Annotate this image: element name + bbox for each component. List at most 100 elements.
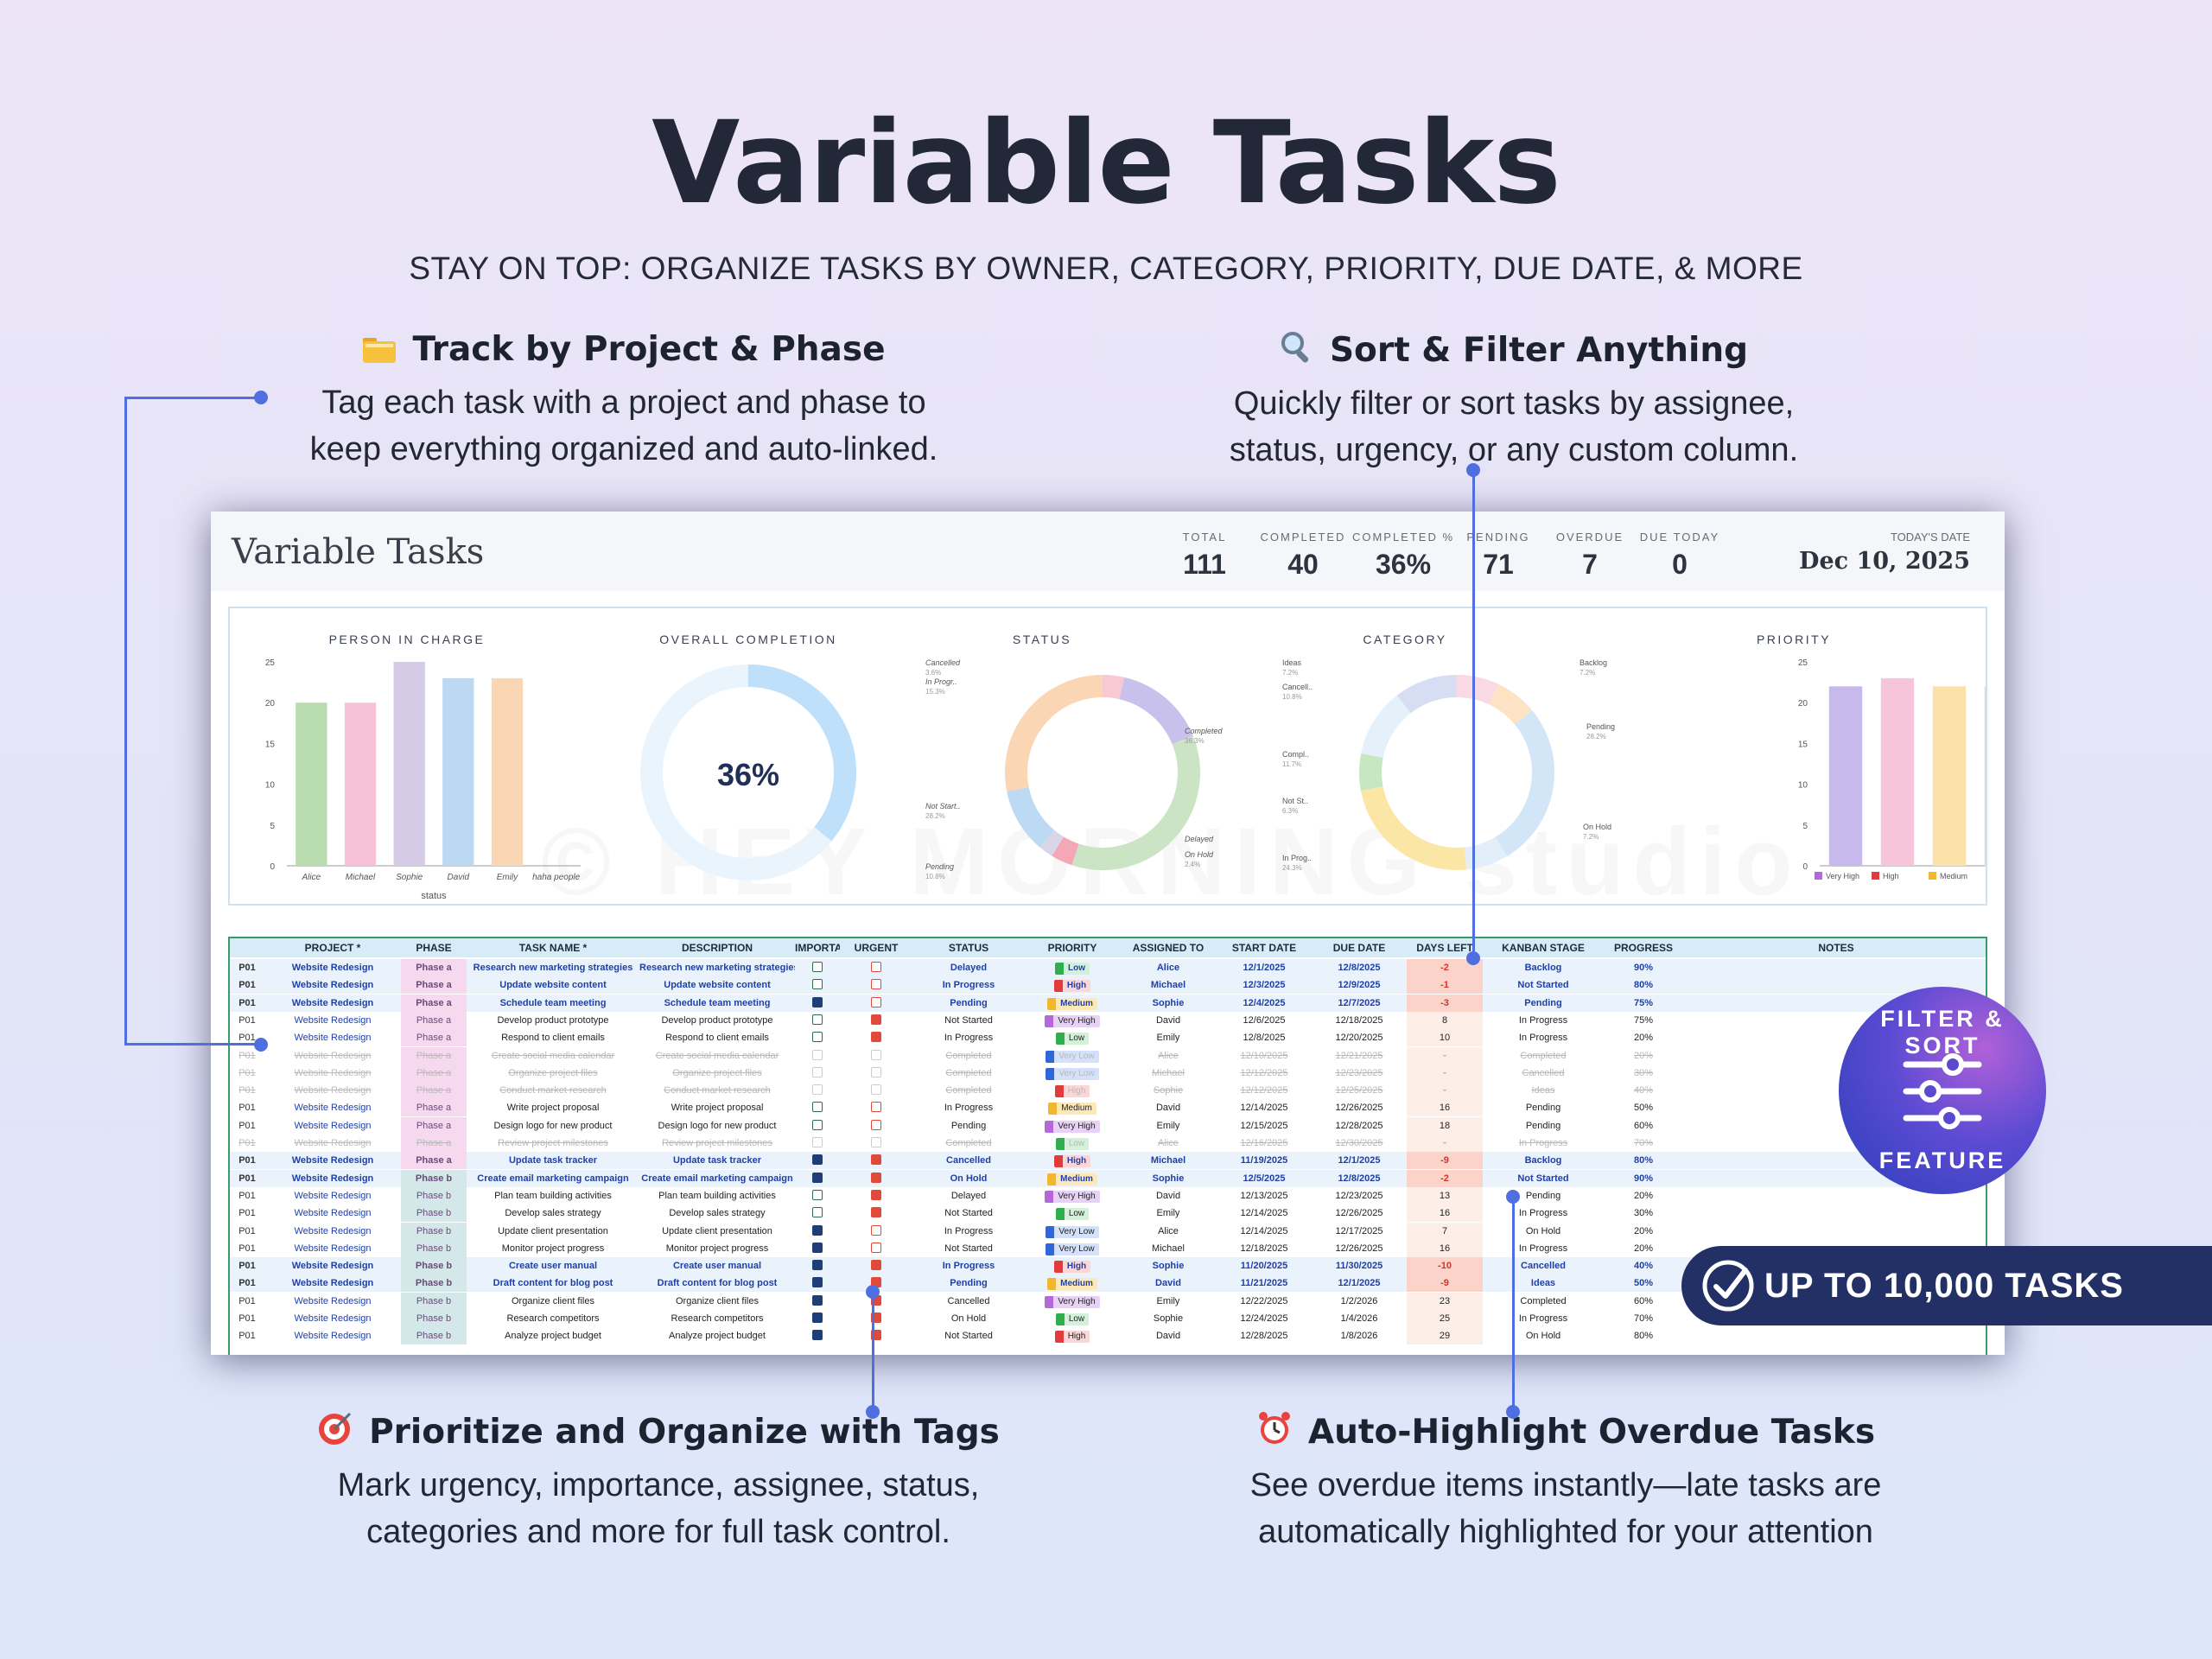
table-row[interactable]: P01 Website Redesign Phase b Monitor projec… (230, 1239, 1986, 1257)
priority-select[interactable]: Medium (1025, 1099, 1120, 1116)
table-row[interactable]: P01 Website Redesign Phase b Update client … (230, 1222, 1986, 1240)
urgent-checkbox[interactable] (840, 1187, 912, 1205)
column-header[interactable]: DESCRIPTION (639, 938, 795, 957)
urgent-checkbox[interactable] (840, 995, 912, 1012)
table-row[interactable]: P01 Website Redesign Phase a Develop produc… (230, 1011, 1986, 1029)
table-row[interactable]: P01 Website Redesign Phase a Schedule team … (230, 994, 1986, 1012)
table-row[interactable]: P01 Website Redesign Phase b Draft content … (230, 1274, 1986, 1293)
important-checkbox[interactable] (795, 1135, 840, 1152)
column-header[interactable]: KANBAN STAGE (1483, 938, 1604, 957)
priority-select[interactable]: Medium (1025, 1274, 1120, 1292)
priority-select[interactable]: High (1025, 1152, 1120, 1169)
table-row[interactable]: P01 Website Redesign Phase a Update task tr… (230, 1152, 1986, 1170)
important-checkbox[interactable] (795, 1187, 840, 1205)
table-row[interactable]: P01 Website Redesign Phase a Research new m… (230, 959, 1986, 976)
important-checkbox[interactable] (795, 1205, 840, 1222)
priority-select[interactable]: Very High (1025, 1293, 1120, 1310)
priority-select[interactable]: Very Low (1025, 1065, 1120, 1082)
urgent-checkbox[interactable] (840, 1012, 912, 1029)
important-checkbox[interactable] (795, 1082, 840, 1099)
important-checkbox[interactable] (795, 1152, 840, 1169)
table-row[interactable]: P01 Website Redesign Phase a Create social … (230, 1046, 1986, 1065)
urgent-checkbox[interactable] (840, 1082, 912, 1099)
priority-select[interactable]: High (1025, 976, 1120, 994)
table-row[interactable]: P01 Website Redesign Phase a Conduct market… (230, 1082, 1986, 1100)
column-header[interactable]: STATUS (912, 938, 1025, 957)
priority-select[interactable]: Low (1025, 1135, 1120, 1152)
important-checkbox[interactable] (795, 995, 840, 1012)
important-checkbox[interactable] (795, 1274, 840, 1292)
table-row[interactable]: P01 Website Redesign Phase b Create user ma… (230, 1257, 1986, 1275)
important-checkbox[interactable] (795, 1065, 840, 1082)
urgent-checkbox[interactable] (840, 1170, 912, 1187)
table-row[interactable]: P01 Website Redesign Phase b Research compe… (230, 1310, 1986, 1327)
table-row[interactable]: P01 Website Redesign Phase b Plan team buil… (230, 1186, 1986, 1205)
priority-select[interactable]: Very High (1025, 1012, 1120, 1029)
priority-select[interactable]: Very Low (1025, 1047, 1120, 1065)
urgent-checkbox[interactable] (840, 1047, 912, 1065)
urgent-checkbox[interactable] (840, 1257, 912, 1274)
table-row[interactable]: P01 Website Redesign Phase b Organize clien… (230, 1292, 1986, 1310)
urgent-checkbox[interactable] (840, 976, 912, 994)
priority-select[interactable]: High (1025, 1082, 1120, 1099)
column-header[interactable]: DUE DATE (1312, 938, 1407, 957)
urgent-checkbox[interactable] (840, 1205, 912, 1222)
priority-select[interactable]: Low (1025, 959, 1120, 976)
urgent-checkbox[interactable] (840, 1152, 912, 1169)
table-row[interactable]: P01 Website Redesign Phase b Create email m… (230, 1169, 1986, 1187)
table-row[interactable]: P01 Website Redesign Phase a Organize proje… (230, 1064, 1986, 1082)
important-checkbox[interactable] (795, 976, 840, 994)
priority-select[interactable]: High (1025, 1257, 1120, 1274)
table-row[interactable]: P01 Website Redesign Phase a Review project… (230, 1135, 1986, 1152)
column-header[interactable]: START DATE (1217, 938, 1312, 957)
important-checkbox[interactable] (795, 1240, 840, 1257)
column-header[interactable]: PROGRESS (1604, 938, 1683, 957)
priority-select[interactable]: Low (1025, 1310, 1120, 1327)
important-checkbox[interactable] (795, 1327, 840, 1344)
important-checkbox[interactable] (795, 1012, 840, 1029)
column-header[interactable]: PHASE (401, 938, 467, 957)
table-row[interactable]: P01 Website Redesign Phase b Develop sales … (230, 1205, 1986, 1223)
priority-select[interactable]: Very Low (1025, 1240, 1120, 1257)
column-header[interactable]: PRIORITY (1025, 938, 1120, 957)
table-row[interactable]: P01 Website Redesign Phase a Respond to cli… (230, 1029, 1986, 1047)
urgent-checkbox[interactable] (840, 1310, 912, 1327)
important-checkbox[interactable] (795, 1047, 840, 1065)
urgent-checkbox[interactable] (840, 959, 912, 976)
important-checkbox[interactable] (795, 1117, 840, 1135)
priority-select[interactable]: Very High (1025, 1187, 1120, 1205)
table-row[interactable]: P01 Website Redesign Phase a Write project … (230, 1099, 1986, 1117)
important-checkbox[interactable] (795, 1029, 840, 1046)
urgent-checkbox[interactable] (840, 1135, 912, 1152)
priority-select[interactable]: Very High (1025, 1117, 1120, 1135)
column-header[interactable]: NOTES (1683, 938, 1986, 957)
important-checkbox[interactable] (795, 1310, 840, 1327)
important-checkbox[interactable] (795, 1293, 840, 1310)
priority-select[interactable]: Medium (1025, 995, 1120, 1012)
column-header[interactable]: PROJECT * (264, 938, 401, 957)
column-header[interactable]: TASK NAME * (467, 938, 639, 957)
column-header[interactable]: DAYS LEFT (1407, 938, 1483, 957)
urgent-checkbox[interactable] (840, 1117, 912, 1135)
column-header[interactable]: URGENT (840, 938, 912, 957)
important-checkbox[interactable] (795, 959, 840, 976)
urgent-checkbox[interactable] (840, 1065, 912, 1082)
important-checkbox[interactable] (795, 1170, 840, 1187)
table-row[interactable]: P01 Website Redesign Phase a Update website… (230, 976, 1986, 995)
column-header[interactable] (230, 938, 264, 957)
priority-select[interactable]: High (1025, 1327, 1120, 1344)
priority-select[interactable]: Low (1025, 1205, 1120, 1222)
urgent-checkbox[interactable] (840, 1240, 912, 1257)
priority-select[interactable]: Very Low (1025, 1223, 1120, 1240)
urgent-checkbox[interactable] (840, 1223, 912, 1240)
urgent-checkbox[interactable] (840, 1099, 912, 1116)
important-checkbox[interactable] (795, 1223, 840, 1240)
important-checkbox[interactable] (795, 1099, 840, 1116)
urgent-checkbox[interactable] (840, 1029, 912, 1046)
column-header[interactable]: IMPORTANT (795, 938, 840, 957)
important-checkbox[interactable] (795, 1257, 840, 1274)
table-row[interactable]: P01 Website Redesign Phase b Analyze projec… (230, 1327, 1986, 1345)
urgent-checkbox[interactable] (840, 1327, 912, 1344)
priority-select[interactable]: Medium (1025, 1170, 1120, 1187)
column-header[interactable]: ASSIGNED TO (1120, 938, 1217, 957)
